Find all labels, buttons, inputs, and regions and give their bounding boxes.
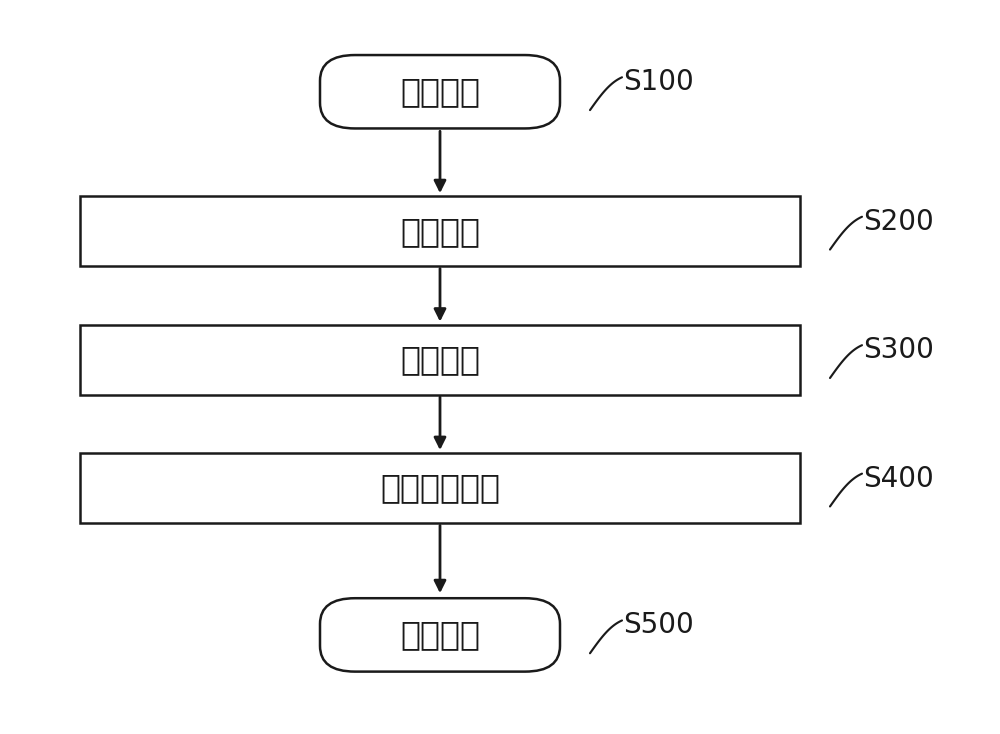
Text: S500: S500 xyxy=(623,611,694,639)
Text: S200: S200 xyxy=(863,208,934,236)
Text: S400: S400 xyxy=(863,465,934,493)
FancyBboxPatch shape xyxy=(320,55,560,128)
Text: 输出步骤: 输出步骤 xyxy=(400,619,480,651)
Text: 测量步骤: 测量步骤 xyxy=(400,344,480,376)
Bar xyxy=(80,196,800,266)
FancyBboxPatch shape xyxy=(320,598,560,672)
Text: 数据处理步骤: 数据处理步骤 xyxy=(380,472,500,504)
Bar xyxy=(80,453,800,523)
Bar xyxy=(80,324,800,395)
Text: 控温步骤: 控温步骤 xyxy=(400,215,480,247)
Text: 启动步骤: 启动步骤 xyxy=(400,76,480,108)
Text: S100: S100 xyxy=(623,68,694,96)
Text: S300: S300 xyxy=(863,336,934,364)
